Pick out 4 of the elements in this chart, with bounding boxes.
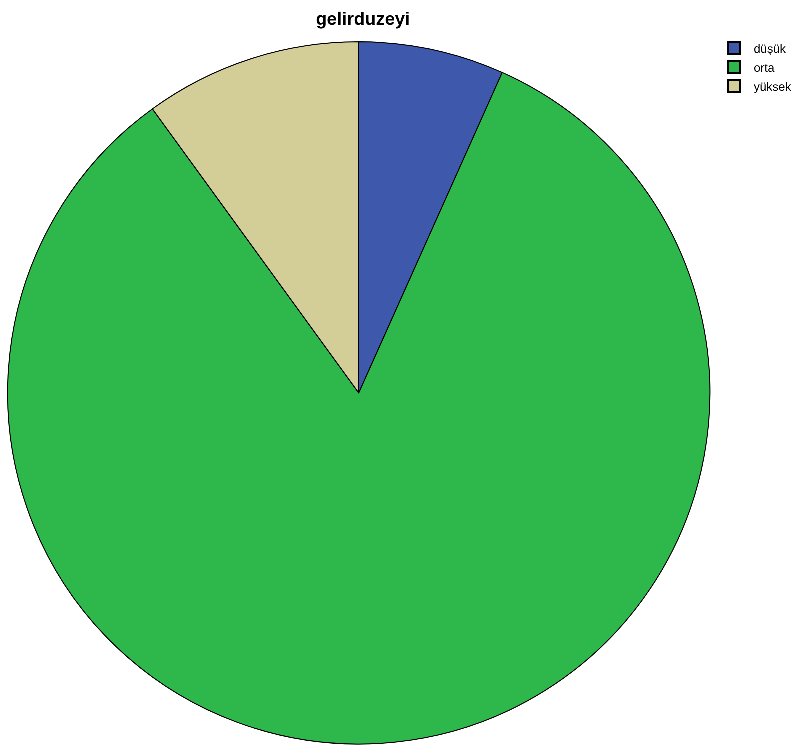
legend-label: yüksek	[754, 80, 792, 94]
legend-label: düşük	[754, 42, 788, 56]
chart-title: gelirduzeyi	[316, 9, 410, 30]
legend-label: orta	[754, 60, 776, 75]
